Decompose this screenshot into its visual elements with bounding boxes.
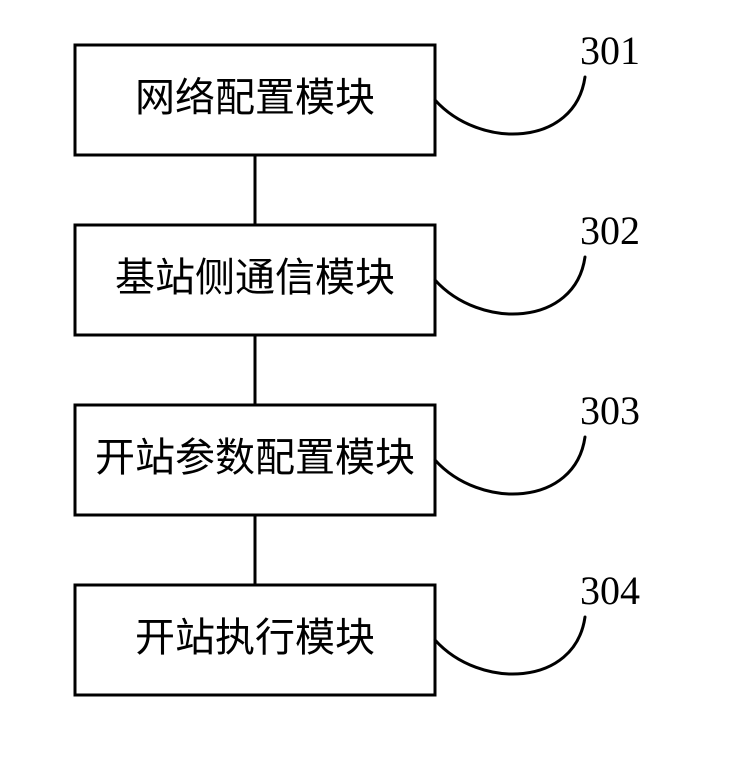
node-ref-label: 302 bbox=[580, 208, 640, 253]
node-label: 基站侧通信模块 bbox=[115, 255, 395, 300]
callout-curve bbox=[435, 617, 585, 674]
callout-curve bbox=[435, 437, 585, 494]
flowchart-node: 开站执行模块 304 bbox=[75, 568, 640, 695]
node-label: 开站执行模块 bbox=[135, 615, 375, 660]
node-label: 网络配置模块 bbox=[135, 75, 375, 120]
node-label: 开站参数配置模块 bbox=[95, 435, 415, 480]
node-ref-label: 303 bbox=[580, 388, 640, 433]
flowchart-node: 基站侧通信模块 302 bbox=[75, 208, 640, 335]
node-ref-label: 301 bbox=[580, 28, 640, 73]
callout-curve bbox=[435, 77, 585, 134]
node-ref-label: 304 bbox=[580, 568, 640, 613]
flowchart-node: 开站参数配置模块 303 bbox=[75, 388, 640, 515]
flowchart-node: 网络配置模块 301 bbox=[75, 28, 640, 155]
flowchart-canvas: 网络配置模块 301 基站侧通信模块 302 开站参数配置模块 303 开站执行模块 304 bbox=[0, 0, 735, 767]
callout-curve bbox=[435, 257, 585, 314]
